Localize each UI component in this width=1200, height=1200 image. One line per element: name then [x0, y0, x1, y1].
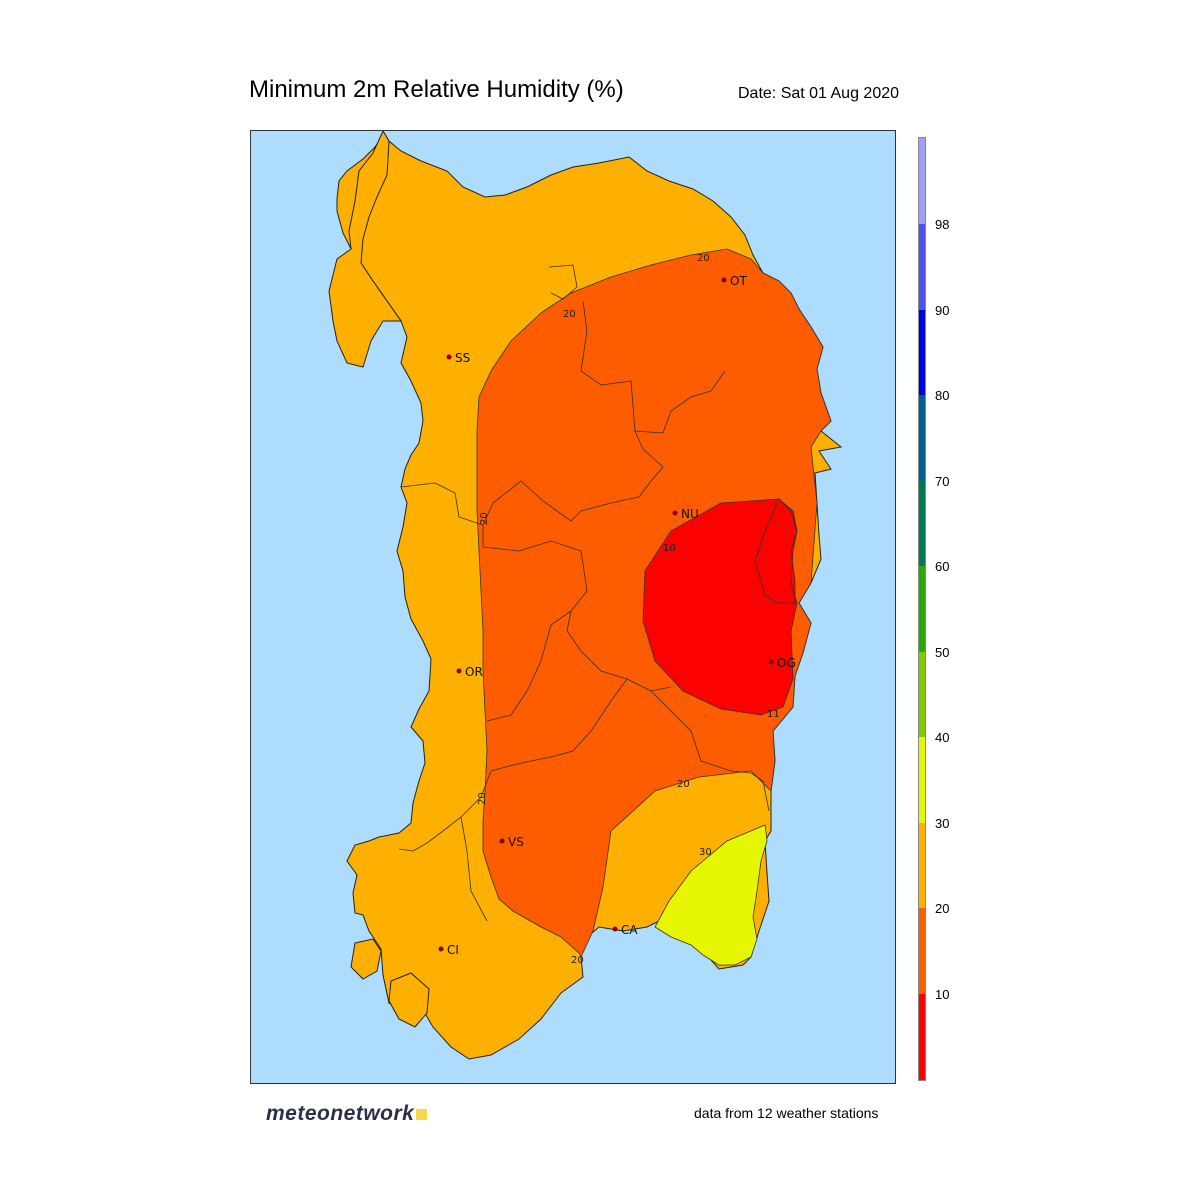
- map-title: Minimum 2m Relative Humidity (%): [249, 76, 624, 103]
- station-dot: [612, 926, 618, 932]
- station-label: NU: [681, 507, 699, 521]
- colorbar-segment-9: [919, 224, 925, 310]
- colorbar-label-10: 10: [935, 987, 950, 1002]
- station-label: OG: [777, 656, 796, 670]
- contour-label-30: 30: [699, 847, 712, 858]
- station-label: CA: [621, 923, 638, 937]
- contour-label-11: 11: [767, 709, 780, 720]
- map-panel: 20 20 20 20 20 20 10 11 30 SS OT NU OR O…: [250, 130, 896, 1084]
- station-dot: [768, 659, 774, 665]
- colorbar-segment-4: [919, 652, 925, 737]
- province-borders: [398, 264, 770, 922]
- station-dot: [438, 946, 444, 952]
- station-label: SS: [455, 351, 470, 365]
- logo-square-icon: [416, 1109, 428, 1120]
- colorbar-label-98: 98: [935, 217, 950, 232]
- colorbar-segment-7: [919, 395, 925, 481]
- colorbar-segment-8: [919, 310, 925, 395]
- colorbar-label-50: 50: [935, 645, 950, 660]
- contour-label-20-ot: 20: [697, 253, 710, 264]
- colorbar-label-20: 20: [935, 901, 950, 916]
- logo-text: meteonetwork: [266, 1102, 415, 1125]
- map-date: Date: Sat 01 Aug 2020: [738, 85, 900, 102]
- station-dot: [672, 510, 678, 516]
- colorbar-label-30: 30: [935, 816, 950, 831]
- colorbar-label-80: 80: [935, 388, 950, 403]
- contour-label-20-w: 20: [479, 512, 490, 525]
- station-ci: CI: [438, 943, 459, 957]
- colorbar-segment-0: [919, 994, 925, 1080]
- station-dot: [456, 668, 462, 674]
- station-or: OR: [456, 665, 483, 679]
- colorbar-segment-2: [919, 823, 925, 908]
- station-nu: NU: [672, 507, 699, 521]
- colorbar-label-90: 90: [935, 303, 950, 318]
- zone-under-10-main: [642, 498, 798, 716]
- station-dot: [446, 354, 452, 360]
- station-label: CI: [447, 943, 459, 957]
- colorbar-segment-10: [919, 138, 925, 224]
- colorbar-segment-6: [919, 481, 925, 566]
- station-ot: OT: [721, 274, 747, 288]
- station-label: OT: [730, 274, 747, 288]
- contour-label-10: 10: [663, 543, 676, 554]
- nw-arm: [328, 131, 402, 368]
- island-santantioco: [388, 972, 430, 1028]
- colorbar-segment-5: [919, 566, 925, 652]
- contour-label-20-se: 20: [677, 779, 690, 790]
- colorbar: [918, 137, 926, 1081]
- station-og: OG: [768, 656, 796, 670]
- stations-note: data from 12 weather stations: [694, 1105, 879, 1121]
- contour-label-20-s: 20: [571, 955, 584, 966]
- station-ss: SS: [446, 351, 470, 365]
- station-label: VS: [508, 835, 524, 849]
- station-ca: CA: [612, 923, 638, 937]
- station-vs: VS: [499, 835, 524, 849]
- contour-label-20-sw: 20: [477, 792, 488, 805]
- meteonetwork-logo: meteonetwork: [266, 1102, 428, 1126]
- zone-30-40: [654, 824, 768, 966]
- colorbar-segment-1: [919, 908, 925, 994]
- station-dot: [721, 277, 727, 283]
- colorbar-segment-3: [919, 737, 925, 823]
- station-label: OR: [465, 665, 483, 679]
- contour-label-20-nw: 20: [563, 309, 576, 320]
- colorbar-label-40: 40: [935, 730, 950, 745]
- sardinia-map: 20 20 20 20 20 20 10 11 30 SS OT NU OR O…: [251, 131, 895, 1083]
- colorbar-label-60: 60: [935, 559, 950, 574]
- island-san-pietro: [350, 938, 382, 980]
- station-dot: [499, 838, 505, 844]
- colorbar-label-70: 70: [935, 474, 950, 489]
